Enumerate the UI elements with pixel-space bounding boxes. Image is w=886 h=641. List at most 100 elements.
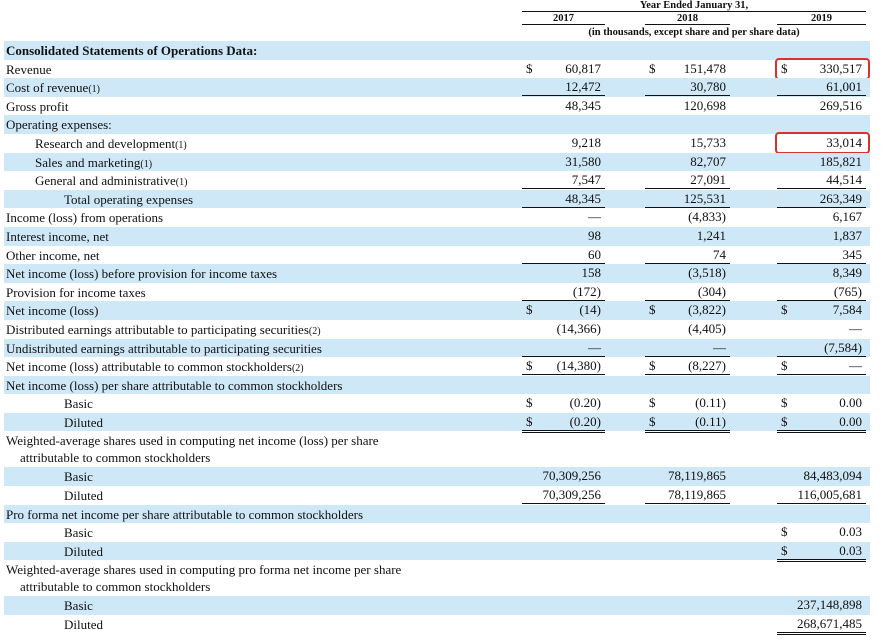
table-row: Net income (loss) $ (14) $ (3,822) $7,584: [4, 301, 870, 320]
table-row: Net income (loss) attributable to common…: [4, 357, 870, 378]
value-cell: $ (0.20): [522, 395, 605, 411]
value-cell: 30,780: [645, 79, 730, 97]
cell-value: 185,821: [819, 153, 862, 169]
value-cell: (765): [777, 284, 866, 301]
label-text: Diluted: [64, 414, 103, 430]
label-text: Basic: [64, 598, 93, 614]
value-cell: $7,584: [777, 302, 866, 318]
label-text: Basic: [64, 525, 93, 541]
cell-value: 31,580: [565, 153, 601, 169]
cell-value: (14): [579, 302, 601, 318]
label-text: General and administrative: [35, 173, 176, 189]
table-row: Research and development(1) 9,218 15,733 33…: [4, 131, 870, 154]
table-row: Income (loss) from operations — (4,833) 6,1…: [4, 208, 870, 227]
row-label: Provision for income taxes: [6, 284, 146, 301]
currency-sign: $: [526, 358, 533, 374]
label-text: Provision for income taxes: [6, 284, 146, 300]
row-label: Gross profit: [6, 98, 68, 115]
value-cell: 9,218: [522, 135, 605, 151]
cell-value: (0.11): [695, 413, 726, 429]
cell-value: 60,817: [565, 60, 601, 76]
row-label: Diluted: [64, 616, 103, 633]
cell-value: —: [588, 209, 601, 225]
currency-sign: $: [526, 413, 533, 429]
label-text: Research and development: [35, 135, 176, 151]
cell-value: 7,584: [832, 302, 862, 318]
row-label: Net income (loss) before provision for i…: [6, 265, 277, 282]
table-row: Basic $0.03: [4, 523, 870, 542]
value-cell: 74: [645, 247, 730, 264]
cell-value: 330,517: [819, 60, 862, 76]
currency-sign: $: [526, 302, 533, 318]
value-cell: 345: [777, 247, 866, 264]
row-label: Total operating expenses: [64, 191, 193, 208]
value-cell: 1,241: [645, 228, 730, 244]
highlight-box: [775, 57, 870, 80]
label-text: Income (loss) from operations: [6, 210, 164, 226]
row-label: Undistributed earnings attributable to p…: [6, 340, 322, 357]
value-cell: (14,366): [522, 321, 605, 337]
value-cell: 268,671,485: [777, 616, 866, 636]
label-text: Net income (loss) before provision for i…: [6, 266, 278, 282]
label-text: Consolidated Statements of Operations Da…: [6, 43, 258, 58]
value-cell: 31,580: [522, 154, 605, 170]
label-text: Sales and marketing: [35, 154, 141, 170]
table-row: Undistributed earnings attributable to p…: [4, 338, 870, 358]
cell-value: 8,349: [832, 265, 862, 281]
cell-value: 27,091: [690, 172, 726, 188]
row-label: Interest income, net: [6, 228, 109, 245]
value-cell: $330,517: [775, 57, 870, 80]
table: Consolidated Statements of Operations Da…: [4, 41, 870, 636]
cell-value: (765): [833, 283, 862, 299]
cell-value: 61,001: [826, 79, 862, 95]
value-cell: 78,119,865: [645, 487, 730, 507]
cell-value: 48,345: [565, 97, 601, 113]
row-label: Operating expenses:: [6, 116, 112, 133]
value-cell: 8,349: [777, 265, 866, 281]
cell-value: 48,345: [565, 190, 601, 206]
cell-value: 0.00: [839, 395, 862, 411]
value-cell: (4,833): [645, 209, 730, 225]
cell-value: 60: [588, 246, 601, 262]
cell-value: 0.00: [839, 413, 862, 429]
value-cell: $ (14,380): [522, 358, 605, 378]
cell-value: 82,707: [690, 153, 726, 169]
footnote-ref: (2): [308, 325, 321, 337]
cell-value: 237,148,898: [797, 597, 862, 613]
value-cell: (304): [645, 284, 730, 301]
value-cell: 61,001: [777, 79, 866, 97]
label-text: Revenue: [6, 61, 52, 77]
cell-value: 120,698: [683, 97, 726, 113]
row-label: Net income (loss): [6, 302, 98, 319]
value-cell: 70,309,256: [522, 468, 605, 484]
highlight-box: [775, 131, 870, 154]
table-row: Consolidated Statements of Operations Da…: [4, 41, 870, 60]
cell-value: —: [849, 358, 862, 374]
row-label: attributable to common stockholders: [20, 450, 211, 466]
value-cell: 15,733: [645, 135, 730, 151]
value-cell: —: [645, 340, 730, 357]
year-header: 2017: [522, 13, 605, 25]
subtitle: (in thousands, except share and per shar…: [588, 27, 800, 38]
value-cell: 125,531: [645, 191, 730, 208]
value-cell: 48,345: [522, 98, 605, 114]
value-cell: $ (14): [522, 302, 605, 318]
cell-value: 6,167: [832, 209, 862, 225]
cell-value: 268,671,485: [797, 616, 862, 632]
footnote-ref: (1): [140, 158, 153, 170]
label-text: Total operating expenses: [64, 191, 194, 207]
cell-value: 15,733: [690, 134, 726, 150]
currency-sign: $: [781, 395, 788, 411]
label-text: Net income (loss) per share attributable…: [6, 377, 343, 393]
table-row: Net income (loss) before provision for i…: [4, 264, 870, 283]
label-text: Gross profit: [6, 98, 69, 114]
cell-value: 345: [842, 246, 863, 262]
cell-value: (14,366): [556, 320, 601, 336]
table-row: Basic 70,309,256 78,119,865 84,483,094: [4, 467, 870, 487]
label-text: Diluted: [64, 488, 103, 504]
label-text: Net income (loss): [6, 303, 99, 319]
value-cell: $0.00: [777, 395, 866, 411]
year-header: 2018: [645, 13, 730, 25]
value-cell: 27,091: [645, 172, 730, 190]
value-cell: $ (0.11): [645, 395, 730, 411]
